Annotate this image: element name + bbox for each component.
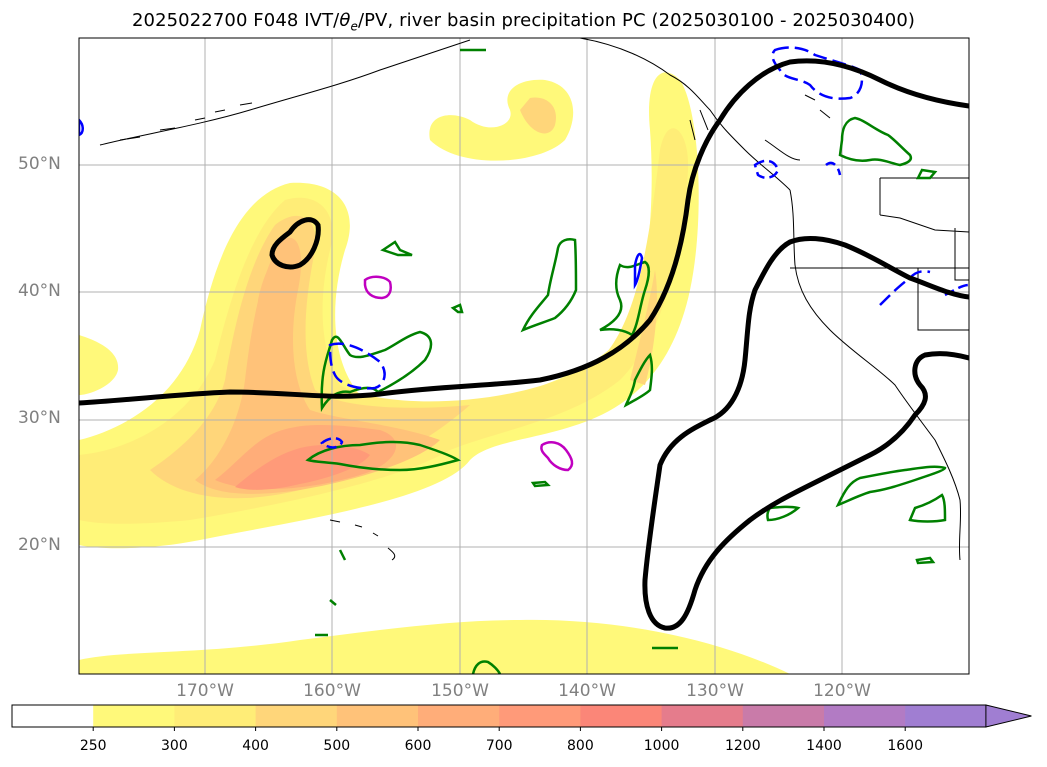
colorbar-extend-arrow	[985, 704, 1032, 728]
colorbar-segment	[418, 705, 500, 727]
coastlines	[99, 38, 969, 561]
colorbar-tick-label: 1600	[887, 738, 924, 754]
colorbar-segment	[905, 705, 987, 727]
lat-tick-label: 30°N	[18, 408, 61, 428]
lon-tick-label: 170°W	[176, 681, 234, 701]
lon-tick-label: 130°W	[686, 681, 744, 701]
colorbar-segment	[336, 705, 419, 727]
lat-tick-label: 20°N	[18, 535, 61, 555]
colorbar-tick-label: 400	[242, 738, 269, 754]
colorbar-segment	[580, 705, 663, 727]
map-title: 2025022700 F048 IVT/θe/PV, river basin p…	[131, 10, 916, 34]
colorbar-segment	[255, 705, 338, 727]
lon-tick-label: 160°W	[303, 681, 361, 701]
colorbar	[11, 704, 1032, 731]
colorbar-tick-label: 300	[161, 738, 188, 754]
colorbar-segment	[824, 705, 906, 727]
colorbar-tick-label: 500	[323, 738, 351, 754]
lon-tick-label: 120°W	[813, 681, 871, 701]
colorbar-segment	[174, 705, 257, 727]
lat-tick-label: 50°N	[18, 154, 61, 174]
lat-tick-label: 40°N	[18, 281, 61, 301]
colorbar-segment	[742, 705, 825, 727]
colorbar-tick-label: 800	[567, 738, 594, 754]
colorbar-tick-label: 250	[79, 738, 107, 754]
colorbar-tick-label: 1000	[643, 738, 680, 754]
colorbar-tick-label: 700	[485, 738, 513, 754]
colorbar-segment	[12, 705, 94, 727]
ivt-shading	[79, 72, 790, 674]
colorbar-segment	[661, 705, 744, 727]
colorbar-segment	[93, 705, 175, 727]
colorbar-tick-label: 1400	[806, 738, 842, 754]
pv-contours	[79, 58, 969, 631]
lon-tick-label: 140°W	[558, 681, 616, 701]
colorbar-tick-label: 1200	[724, 738, 761, 754]
magenta-contours	[363, 275, 574, 472]
colorbar-segment	[499, 705, 581, 727]
map-frame	[78, 37, 970, 675]
green-contours	[305, 48, 947, 674]
colorbar-tick-label: 600	[404, 738, 432, 754]
lon-tick-label: 150°W	[431, 681, 489, 701]
